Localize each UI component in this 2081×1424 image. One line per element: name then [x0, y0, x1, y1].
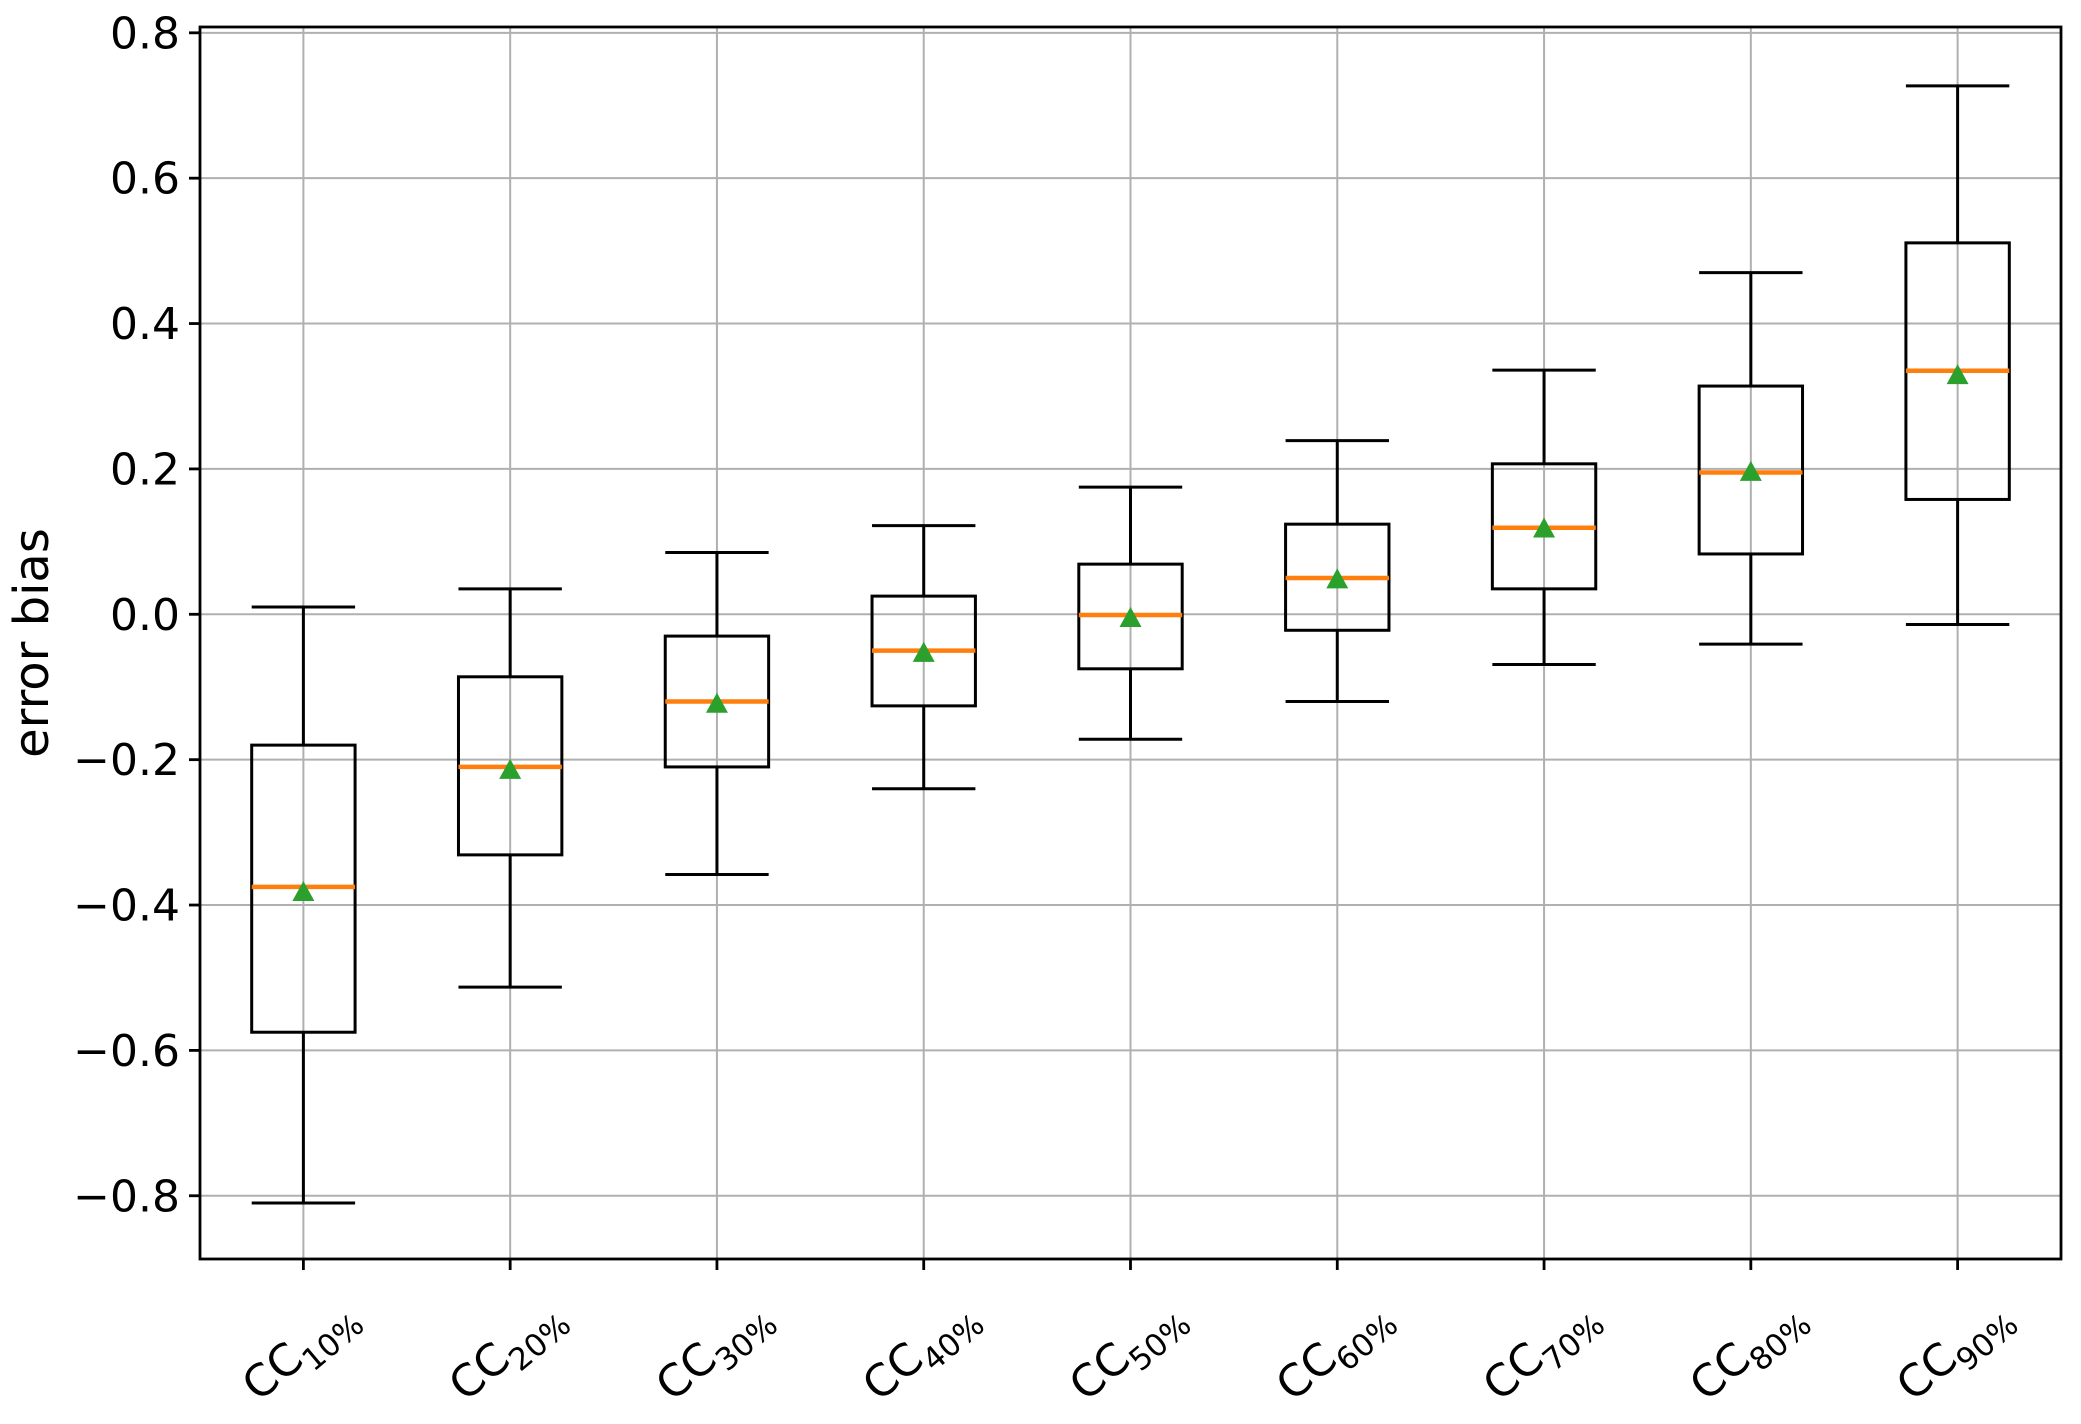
y-tick-label: −0.6 [73, 1026, 180, 1077]
box-group-CC20% [456, 587, 564, 989]
mean-marker [1326, 568, 1349, 589]
y-tick-label: 0.0 [110, 590, 180, 641]
box-group-CC50% [1077, 485, 1184, 741]
y-tick-label: −0.2 [73, 735, 180, 786]
y-tick-label: 0.6 [110, 154, 180, 205]
box-group-CC70% [1490, 368, 1598, 666]
y-tick-label: 0.4 [110, 299, 180, 350]
y-tick-label: 0.8 [110, 8, 180, 59]
y-axis: −0.8 −0.6 −0.4 −0.2 0.0 0.2 0.4 0.6 0.8 error bia… [4, 8, 200, 1222]
box-group-CC80% [1697, 271, 1805, 646]
mean-marker [1119, 606, 1142, 627]
mean-marker [1739, 460, 1762, 481]
mean-marker [1946, 364, 1969, 385]
mean-marker [705, 692, 728, 713]
mean-marker [912, 641, 935, 662]
y-axis-title: error bias [4, 528, 60, 758]
y-tick-label: 0.2 [110, 444, 180, 495]
box-rect [1697, 384, 1805, 556]
mean-marker [499, 758, 522, 779]
box-group-CC30% [663, 551, 771, 876]
box-group-CC90% [1904, 84, 2011, 626]
y-tick-label: −0.4 [73, 881, 180, 932]
box-group-CC40% [870, 524, 977, 791]
box-group-CC10% [250, 605, 357, 1205]
mean-marker [292, 880, 315, 901]
y-tick-label: −0.8 [73, 1171, 180, 1222]
box-group-CC60% [1284, 439, 1391, 704]
mean-marker [1533, 517, 1556, 538]
